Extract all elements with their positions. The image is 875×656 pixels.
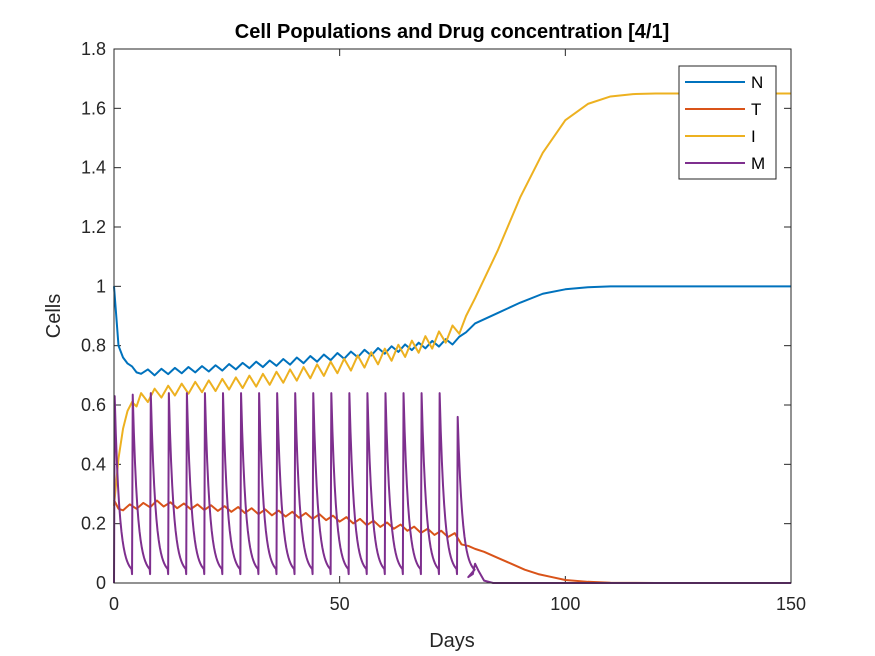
- y-tick-label: 0: [96, 573, 106, 593]
- x-tick-label: 50: [330, 594, 350, 614]
- legend-label-M: M: [751, 154, 765, 173]
- y-axis-label: Cells: [43, 294, 65, 338]
- legend-label-I: I: [751, 127, 756, 146]
- y-tick-label: 0.2: [81, 514, 106, 534]
- y-tick-label: 1.4: [81, 158, 106, 178]
- series-line-T: [113, 499, 791, 584]
- y-tick-label: 0.4: [81, 454, 106, 474]
- tick-labels: 0 50 100 150 0 0.2 0.4 0.6 0.8 1 1.2 1.4 1.6 1.8: [81, 39, 806, 614]
- y-tick-label: 1.8: [81, 39, 106, 59]
- series-layer: [113, 92, 791, 584]
- legend-box: [678, 65, 777, 180]
- x-tick-label: 150: [776, 594, 806, 614]
- legend-label-T: T: [751, 100, 761, 119]
- x-axis-label: Days: [429, 630, 475, 652]
- y-tick-label: 0.6: [81, 395, 106, 415]
- y-tick-label: 1.2: [81, 217, 106, 237]
- y-tick-label: 1.6: [81, 98, 106, 118]
- legend-label-N: N: [751, 73, 763, 92]
- series-line-N: [113, 285, 791, 377]
- series-line-I: [113, 92, 791, 506]
- chart-title: Cell Populations and Drug concentration …: [235, 21, 669, 43]
- x-tick-label: 0: [109, 594, 119, 614]
- plot-frame: [113, 48, 792, 584]
- y-tick-label: 0.8: [81, 336, 106, 356]
- x-tick-label: 100: [550, 594, 580, 614]
- series-line-M: [113, 392, 791, 584]
- y-tick-label: 1: [96, 276, 106, 296]
